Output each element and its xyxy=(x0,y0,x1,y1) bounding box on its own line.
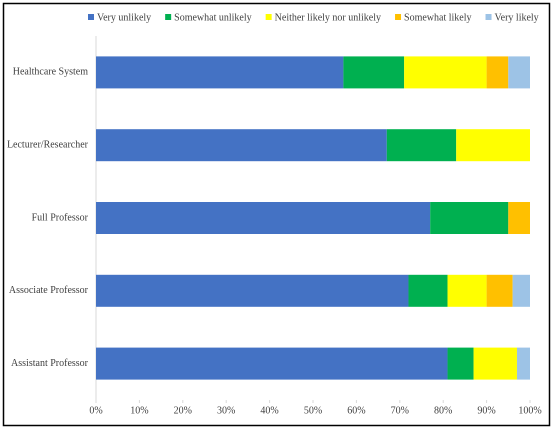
x-tick-label: 0% xyxy=(89,405,102,416)
bar-segment xyxy=(96,347,448,380)
x-tick-label: 40% xyxy=(260,405,278,416)
legend-label: Very likely xyxy=(495,12,539,23)
bar-segment xyxy=(96,129,387,162)
bar-segment xyxy=(404,56,487,89)
legend-label: Neither likely nor unlikely xyxy=(275,12,381,23)
bar-segment xyxy=(486,56,509,89)
bar-segment xyxy=(447,274,487,307)
y-tick-label: Assistant Professor xyxy=(11,358,89,369)
y-tick-label: Lecturer/Researcher xyxy=(7,139,89,150)
bar-segment xyxy=(96,274,409,307)
bar-segment xyxy=(447,347,474,380)
legend-swatch xyxy=(485,14,492,20)
legend-label: Somewhat unlikely xyxy=(174,12,252,23)
y-tick-label: Healthcare System xyxy=(13,67,88,78)
x-tick-label: 80% xyxy=(434,405,452,416)
legend-label: Somewhat likely xyxy=(404,12,472,23)
x-tick-label: 90% xyxy=(477,405,495,416)
legend-label: Very unlikely xyxy=(97,12,151,23)
bar-segment xyxy=(408,274,448,307)
bar-segment xyxy=(96,56,344,89)
bar-segment xyxy=(386,129,457,162)
bar-segment xyxy=(343,56,405,89)
x-tick-label: 70% xyxy=(391,405,409,416)
x-tick-label: 10% xyxy=(130,405,148,416)
x-tick-label: 100% xyxy=(518,405,541,416)
legend-swatch xyxy=(165,14,172,20)
bar-segment xyxy=(508,202,530,234)
y-tick-label: Associate Professor xyxy=(9,285,89,296)
bar-segment xyxy=(430,202,509,234)
x-tick-label: 30% xyxy=(217,405,235,416)
bar-segment xyxy=(512,274,530,307)
bar-segment xyxy=(516,347,530,380)
x-tick-label: 60% xyxy=(347,405,365,416)
x-tick-label: 50% xyxy=(304,405,322,416)
bar-segment xyxy=(96,202,431,234)
legend-swatch xyxy=(395,14,402,20)
bar-segment xyxy=(456,129,530,162)
bar-segment xyxy=(486,274,513,307)
x-tick-label: 20% xyxy=(174,405,192,416)
legend-swatch xyxy=(265,14,272,20)
y-tick-label: Full Professor xyxy=(32,212,89,223)
bar-segment xyxy=(473,347,517,380)
legend-swatch xyxy=(88,14,94,20)
bar-segment xyxy=(508,56,530,89)
